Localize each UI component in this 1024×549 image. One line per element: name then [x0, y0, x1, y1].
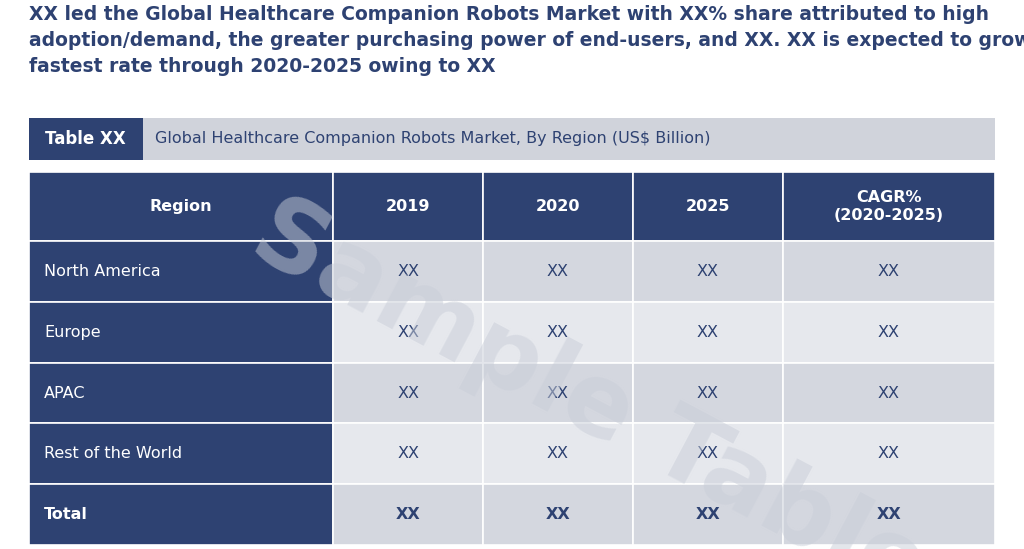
- FancyBboxPatch shape: [333, 241, 483, 302]
- Text: XX: XX: [696, 324, 719, 340]
- Text: XX: XX: [695, 507, 720, 522]
- Text: CAGR%
(2020-2025): CAGR% (2020-2025): [834, 191, 944, 223]
- Text: XX: XX: [878, 446, 900, 461]
- FancyBboxPatch shape: [633, 302, 782, 362]
- FancyBboxPatch shape: [633, 172, 782, 241]
- FancyBboxPatch shape: [633, 362, 782, 423]
- Text: XX: XX: [397, 324, 419, 340]
- FancyBboxPatch shape: [483, 172, 633, 241]
- FancyBboxPatch shape: [29, 118, 142, 160]
- Text: XX: XX: [397, 264, 419, 279]
- Text: XX: XX: [397, 446, 419, 461]
- Text: XX: XX: [877, 507, 901, 522]
- Text: APAC: APAC: [44, 385, 86, 401]
- Text: Region: Region: [150, 199, 212, 214]
- Text: XX: XX: [395, 507, 421, 522]
- Text: XX: XX: [547, 264, 569, 279]
- FancyBboxPatch shape: [333, 302, 483, 362]
- FancyBboxPatch shape: [633, 484, 782, 545]
- Text: XX: XX: [878, 264, 900, 279]
- FancyBboxPatch shape: [782, 423, 995, 484]
- FancyBboxPatch shape: [29, 241, 333, 302]
- Text: Europe: Europe: [44, 324, 100, 340]
- Text: Total: Total: [44, 507, 88, 522]
- FancyBboxPatch shape: [782, 484, 995, 545]
- Text: 2019: 2019: [386, 199, 430, 214]
- Text: XX: XX: [696, 264, 719, 279]
- Text: XX: XX: [878, 385, 900, 401]
- Text: XX: XX: [547, 324, 569, 340]
- Text: XX: XX: [878, 324, 900, 340]
- Text: Global Healthcare Companion Robots Market, By Region (US$ Billion): Global Healthcare Companion Robots Marke…: [156, 132, 711, 147]
- FancyBboxPatch shape: [782, 172, 995, 241]
- FancyBboxPatch shape: [333, 484, 483, 545]
- FancyBboxPatch shape: [483, 362, 633, 423]
- Text: XX: XX: [397, 385, 419, 401]
- FancyBboxPatch shape: [29, 362, 333, 423]
- Text: XX: XX: [547, 385, 569, 401]
- FancyBboxPatch shape: [333, 423, 483, 484]
- FancyBboxPatch shape: [29, 302, 333, 362]
- FancyBboxPatch shape: [29, 172, 333, 241]
- FancyBboxPatch shape: [483, 423, 633, 484]
- Text: XX: XX: [546, 507, 570, 522]
- FancyBboxPatch shape: [633, 241, 782, 302]
- Text: North America: North America: [44, 264, 161, 279]
- Text: XX: XX: [696, 385, 719, 401]
- Text: XX: XX: [696, 446, 719, 461]
- Text: Table XX: Table XX: [45, 130, 126, 148]
- FancyBboxPatch shape: [29, 118, 995, 160]
- FancyBboxPatch shape: [782, 362, 995, 423]
- FancyBboxPatch shape: [29, 484, 333, 545]
- Text: 2020: 2020: [536, 199, 581, 214]
- FancyBboxPatch shape: [483, 241, 633, 302]
- Text: Rest of the World: Rest of the World: [44, 446, 182, 461]
- FancyBboxPatch shape: [782, 241, 995, 302]
- FancyBboxPatch shape: [333, 172, 483, 241]
- FancyBboxPatch shape: [333, 362, 483, 423]
- FancyBboxPatch shape: [782, 302, 995, 362]
- FancyBboxPatch shape: [633, 423, 782, 484]
- Text: XX: XX: [547, 446, 569, 461]
- Text: XX led the Global Healthcare Companion Robots Market with XX% share attributed t: XX led the Global Healthcare Companion R…: [29, 5, 1024, 76]
- FancyBboxPatch shape: [483, 484, 633, 545]
- FancyBboxPatch shape: [29, 423, 333, 484]
- FancyBboxPatch shape: [483, 302, 633, 362]
- Text: Sample Table: Sample Table: [236, 184, 943, 549]
- Text: 2025: 2025: [685, 199, 730, 214]
